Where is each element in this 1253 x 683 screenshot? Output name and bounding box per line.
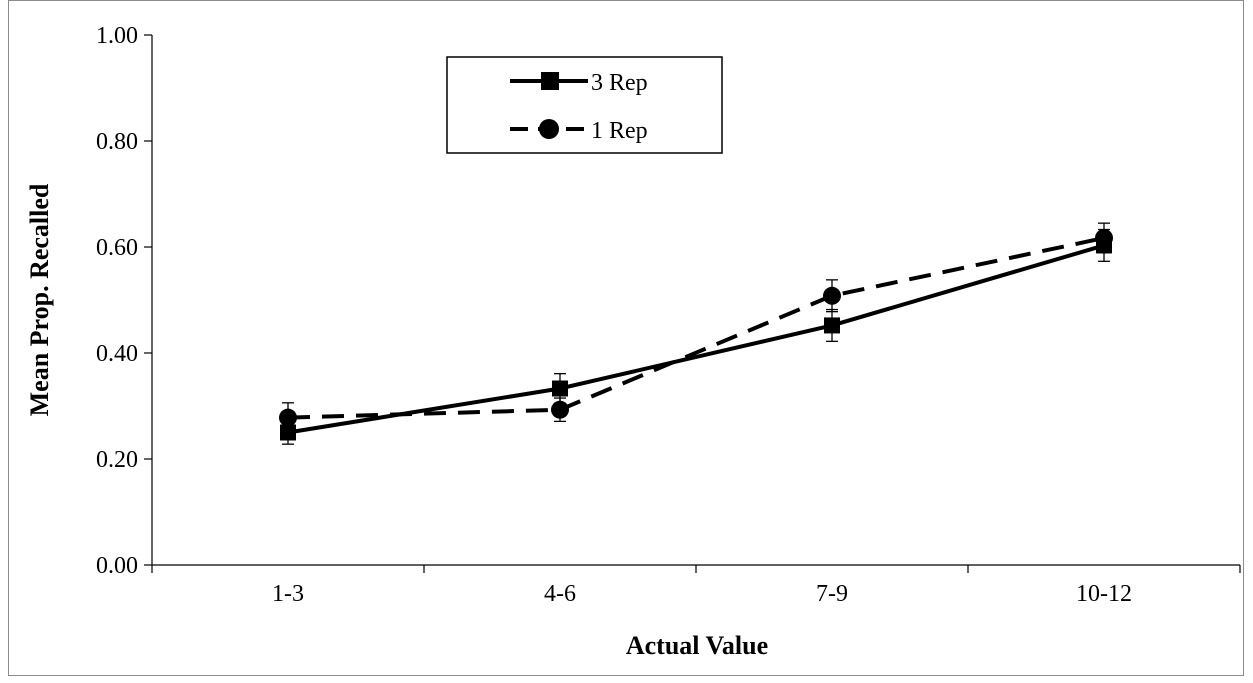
series-line [287, 243, 1105, 435]
x-tick-label: 4-6 [544, 581, 576, 607]
legend-item: 3 Rep [510, 70, 648, 96]
series-layer [279, 222, 1113, 445]
y-tick-label: 0.60 [96, 235, 138, 261]
y-axis-title: Mean Prop. Recalled [25, 183, 54, 416]
x-tick-label: 10-12 [1076, 581, 1132, 607]
legend-marker-circle [539, 119, 559, 139]
data-point-circle [551, 400, 569, 419]
legend-label: 3 Rep [591, 70, 648, 96]
legend-item: 1 Rep [510, 118, 648, 144]
x-tick-label: 7-9 [816, 581, 848, 607]
legend-box [446, 56, 723, 154]
data-point-circle [1095, 228, 1113, 247]
data-point-square [552, 380, 568, 397]
legend: 3 Rep 1 Rep [446, 56, 723, 154]
y-tick-label: 0.00 [96, 553, 138, 579]
y-axis: 0.00 0.20 0.40 0.60 0.80 1.00 [96, 23, 153, 579]
legend-label: 1 Rep [591, 118, 648, 144]
x-axis: 1-3 4-6 7-9 10-12 [151, 564, 1241, 607]
legend-marker-square [541, 72, 559, 90]
y-tick-label: 0.40 [96, 341, 138, 367]
y-tick-label: 1.00 [96, 23, 138, 49]
series-line [287, 236, 1105, 420]
y-tick-label: 0.80 [96, 129, 138, 155]
data-point-square [824, 317, 840, 334]
data-point-circle [279, 408, 297, 427]
y-tick-label: 0.20 [96, 447, 138, 473]
series-1-rep [279, 222, 1113, 434]
x-axis-title: Actual Value [626, 631, 768, 660]
x-tick-label: 1-3 [272, 581, 304, 607]
data-point-circle [823, 286, 841, 305]
